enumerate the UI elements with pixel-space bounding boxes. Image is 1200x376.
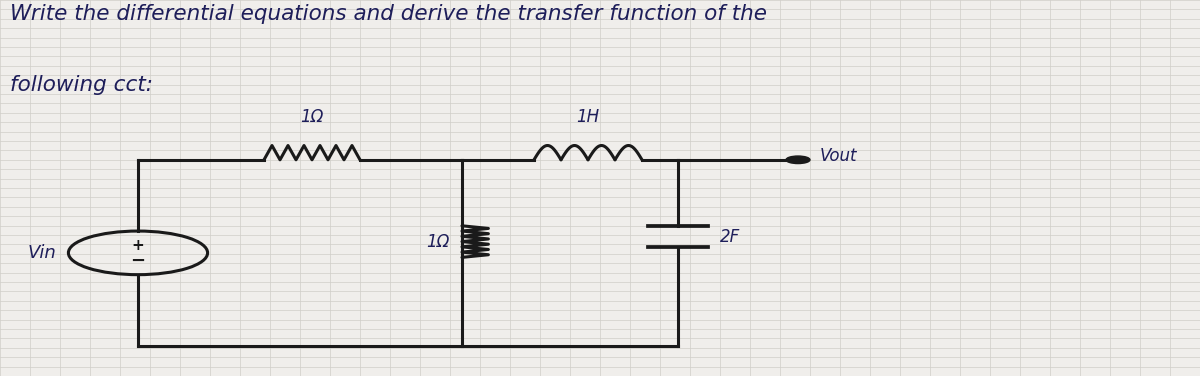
Text: 1Ω: 1Ω [427, 233, 450, 250]
Text: Vout: Vout [820, 147, 857, 165]
Text: 1H: 1H [576, 108, 600, 126]
Circle shape [786, 156, 810, 164]
Text: −: − [131, 252, 145, 270]
Text: Write the differential equations and derive the transfer function of the: Write the differential equations and der… [10, 4, 767, 24]
Text: +: + [132, 238, 144, 253]
Text: Vin: Vin [28, 244, 56, 262]
Text: 1Ω: 1Ω [300, 108, 324, 126]
Text: following cct:: following cct: [10, 75, 152, 95]
Text: 2F: 2F [720, 228, 740, 246]
